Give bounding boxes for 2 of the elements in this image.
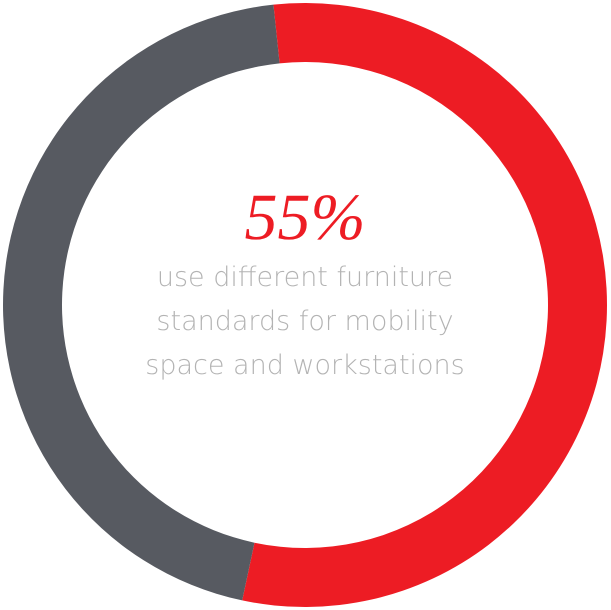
data-label: 55% [244, 180, 366, 256]
text: use different furniture standards for mobility space and workstations [144, 261, 466, 383]
